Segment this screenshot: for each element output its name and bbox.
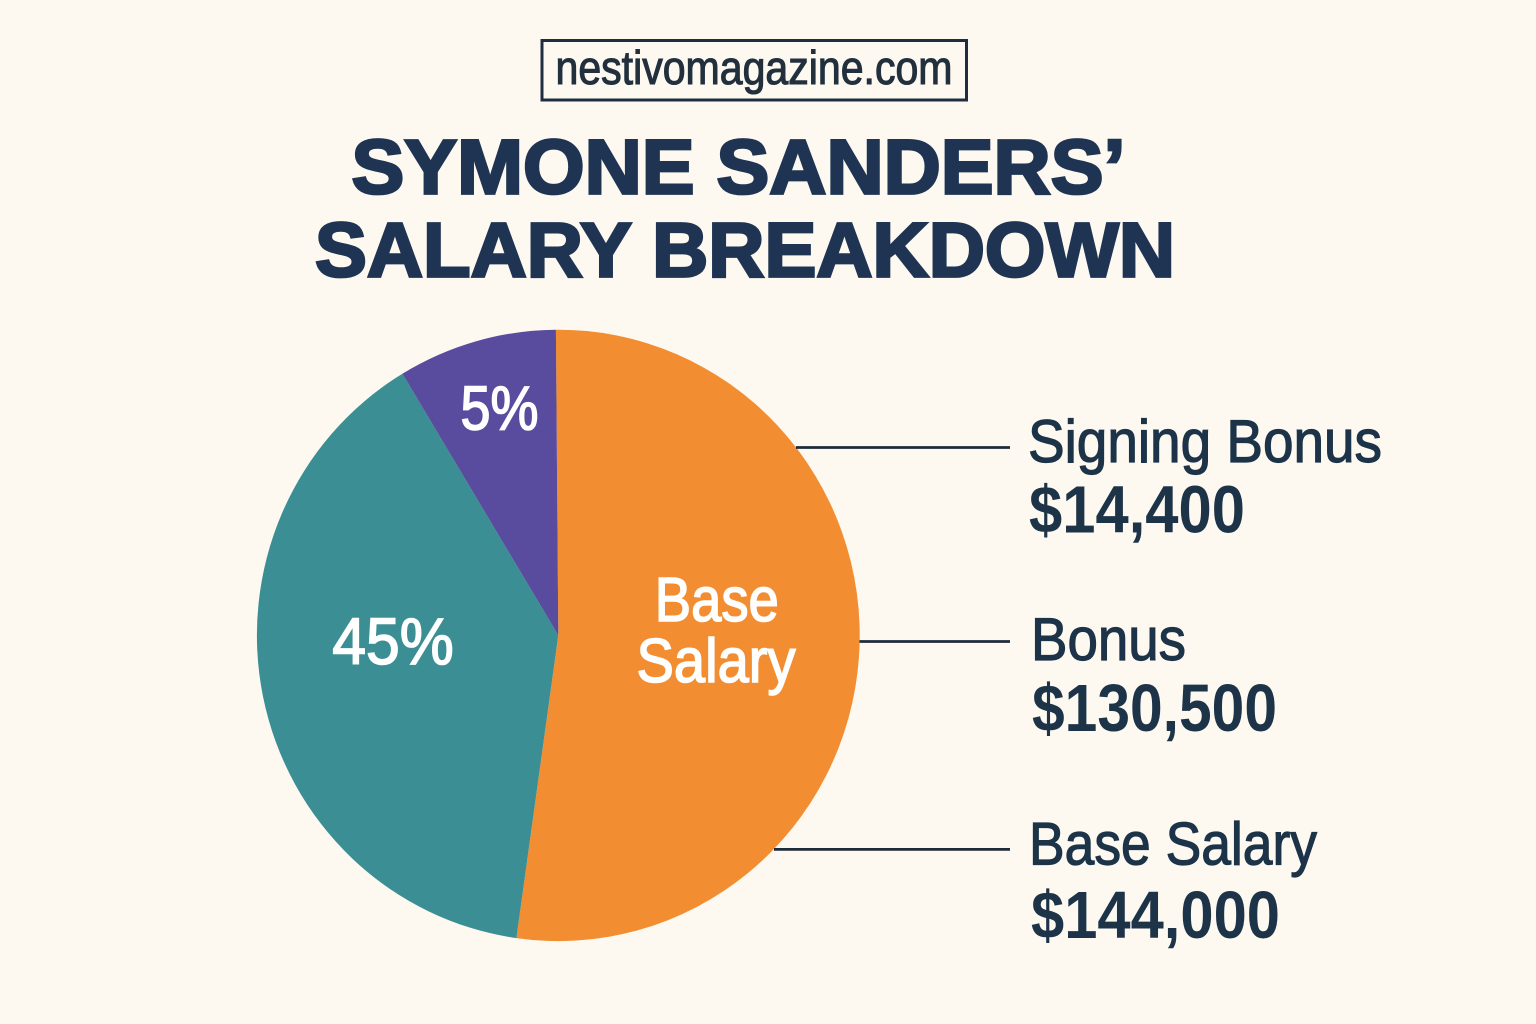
svg-text:$14,400: $14,400	[1029, 473, 1245, 548]
svg-text:5%: 5%	[461, 373, 539, 443]
svg-text:Salary: Salary	[637, 626, 797, 696]
svg-text:$130,500: $130,500	[1032, 671, 1277, 746]
svg-text:Signing Bonus: Signing Bonus	[1028, 408, 1382, 475]
svg-text:Bonus: Bonus	[1031, 606, 1186, 673]
svg-text:SALARY BREAKDOWN: SALARY BREAKDOWN	[315, 208, 1175, 294]
svg-text:SYMONE SANDERS’: SYMONE SANDERS’	[352, 124, 1126, 210]
svg-text:45%: 45%	[332, 604, 454, 678]
svg-text:nestivomagazine.com: nestivomagazine.com	[556, 41, 953, 94]
svg-text:Base Salary: Base Salary	[1029, 811, 1317, 878]
svg-text:$144,000: $144,000	[1031, 878, 1280, 953]
svg-text:Base: Base	[655, 565, 779, 635]
